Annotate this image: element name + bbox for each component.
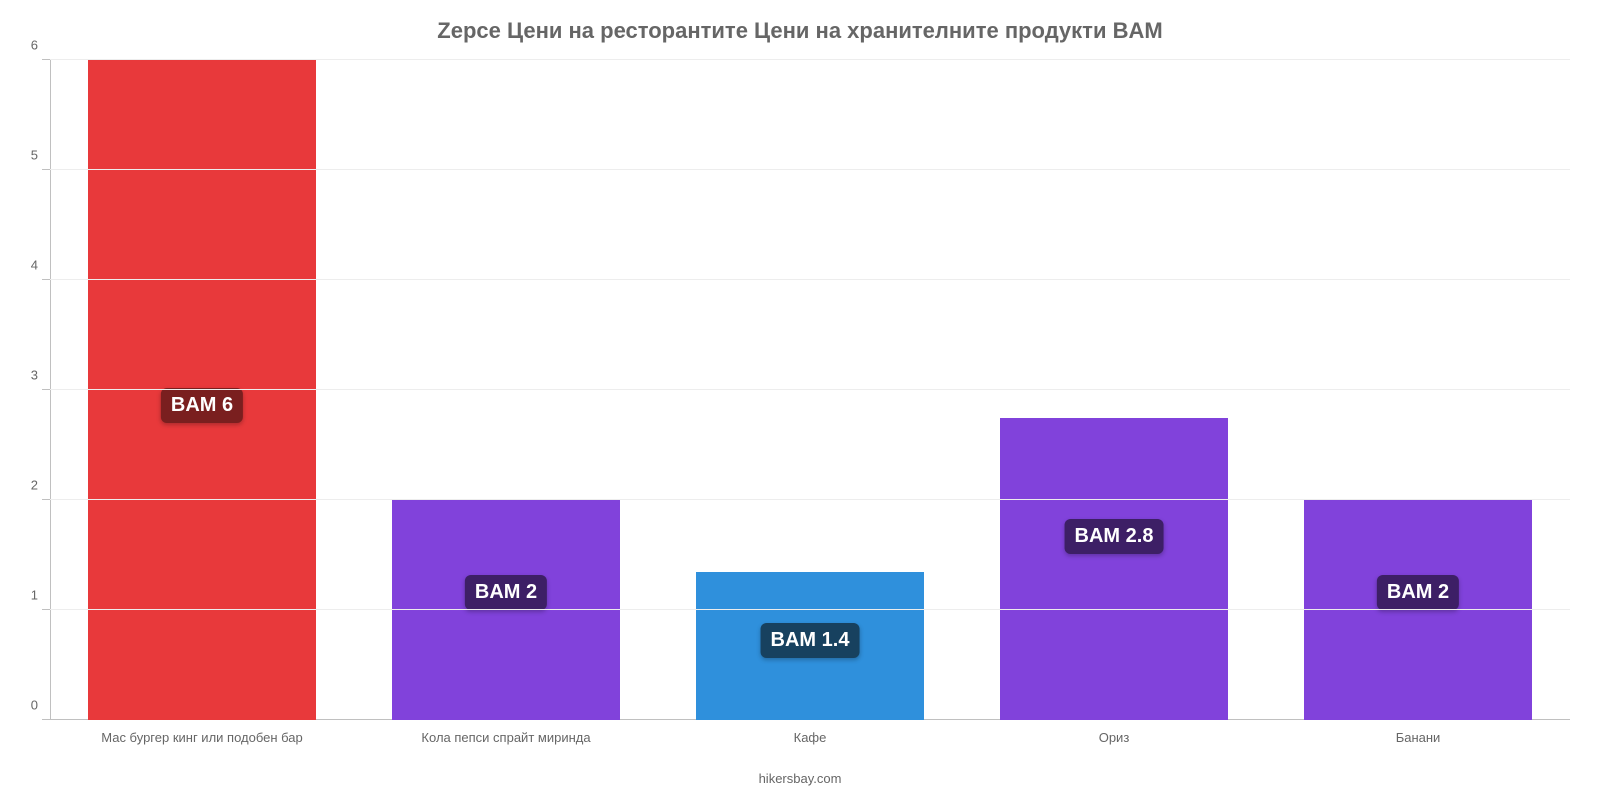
chart-container: Zерсе Цени на ресторантите Цени на храни… (0, 0, 1600, 800)
y-tick (42, 609, 50, 610)
y-tick-label: 4 (31, 258, 38, 273)
bars-layer: BAM 6Мас бургер кинг или подобен барBAM … (50, 60, 1570, 720)
bar-value-label: BAM 2 (1377, 575, 1459, 610)
y-tick-label: 5 (31, 148, 38, 163)
x-tick-label: Ориз (1099, 730, 1130, 745)
bar-value-label: BAM 2.8 (1065, 519, 1164, 554)
y-tick (42, 59, 50, 60)
bar (392, 500, 620, 720)
bar-value-label: BAM 1.4 (761, 623, 860, 658)
bar-value-label: BAM 6 (161, 388, 243, 423)
chart-footer: hikersbay.com (0, 771, 1600, 786)
y-tick (42, 279, 50, 280)
y-tick-label: 6 (31, 38, 38, 53)
grid-line (50, 609, 1570, 610)
grid-line (50, 279, 1570, 280)
x-tick-label: Кола пепси спрайт миринда (421, 730, 590, 745)
y-tick (42, 499, 50, 500)
y-tick (42, 719, 50, 720)
y-tick-label: 0 (31, 698, 38, 713)
bar-value-label: BAM 2 (465, 575, 547, 610)
grid-line (50, 59, 1570, 60)
chart-title: Zерсе Цени на ресторантите Цени на храни… (0, 18, 1600, 44)
bar (1304, 500, 1532, 720)
x-tick-label: Банани (1396, 730, 1441, 745)
bar (1000, 418, 1228, 721)
grid-line (50, 389, 1570, 390)
y-tick-label: 3 (31, 368, 38, 383)
y-tick (42, 389, 50, 390)
x-tick-label: Кафе (794, 730, 827, 745)
plot-area: BAM 6Мас бургер кинг или подобен барBAM … (50, 60, 1570, 720)
y-tick-label: 1 (31, 588, 38, 603)
grid-line (50, 169, 1570, 170)
y-tick (42, 169, 50, 170)
y-tick-label: 2 (31, 478, 38, 493)
x-tick-label: Мас бургер кинг или подобен бар (101, 730, 303, 745)
grid-line (50, 499, 1570, 500)
